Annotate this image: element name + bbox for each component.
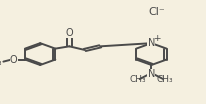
Text: CH₃: CH₃ bbox=[0, 58, 2, 67]
Text: N: N bbox=[148, 69, 155, 79]
Text: CH₃: CH₃ bbox=[130, 75, 146, 84]
Text: O: O bbox=[10, 54, 18, 65]
Text: Cl⁻: Cl⁻ bbox=[148, 7, 165, 17]
Text: +: + bbox=[153, 34, 161, 43]
Text: N: N bbox=[148, 38, 155, 48]
Text: O: O bbox=[66, 28, 73, 38]
Text: CH₃: CH₃ bbox=[157, 75, 173, 84]
